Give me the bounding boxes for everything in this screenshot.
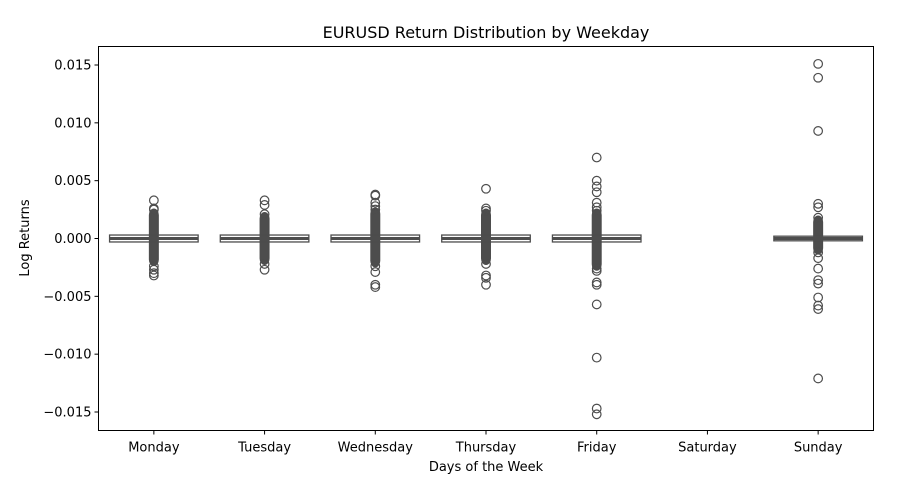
outlier-point — [481, 272, 491, 283]
y-tick-label: 0.000 — [54, 232, 91, 247]
outlier-point — [813, 304, 824, 314]
outlier-point — [813, 212, 824, 223]
outlier-point — [813, 373, 824, 384]
box-thursday — [441, 183, 531, 290]
outlier-point — [813, 300, 824, 311]
outlier-point — [370, 204, 381, 215]
outlier-point — [148, 264, 159, 275]
y-tick-label: −0.015 — [43, 405, 91, 420]
box-friday — [551, 152, 642, 420]
outlier-cluster — [481, 208, 491, 265]
outlier-point — [591, 409, 602, 420]
outlier-point — [591, 403, 602, 414]
outlier-point — [591, 175, 602, 186]
outlier-point — [813, 247, 824, 258]
outlier-point — [259, 200, 270, 210]
outlier-point — [148, 195, 159, 206]
outlier-point — [259, 259, 270, 269]
outlier-point — [591, 299, 602, 310]
outlier-point — [813, 263, 824, 274]
outlier-point — [370, 201, 381, 212]
outlier-point — [481, 279, 491, 290]
outlier-point — [591, 202, 602, 213]
outlier-point — [813, 292, 824, 303]
outlier-point — [259, 264, 270, 275]
outlier-point — [148, 270, 159, 281]
y-tick-label: 0.010 — [54, 116, 91, 131]
y-tick-label: 0.015 — [54, 59, 91, 74]
chart-title: EURUSD Return Distribution by Weekday — [323, 23, 650, 42]
x-axis: Monday Tuesday Wednesday Thursday Friday Satu… — [128, 430, 843, 456]
outlier-point — [370, 261, 381, 272]
outlier-point — [591, 181, 602, 192]
box-wednesday — [330, 189, 421, 292]
x-tick-label: Sunday — [794, 441, 843, 456]
outlier-point — [148, 261, 159, 272]
outlier-point — [813, 58, 824, 69]
x-axis-label: Days of the Week — [429, 460, 544, 475]
outlier-point — [259, 195, 270, 206]
outlier-point — [370, 190, 381, 201]
x-tick-label: Tuesday — [237, 441, 291, 456]
outlier-point — [813, 275, 824, 286]
y-tick-label: 0.005 — [54, 174, 91, 189]
outlier-point — [370, 197, 381, 208]
x-tick-label: Thursday — [455, 441, 517, 456]
outlier-point — [148, 204, 159, 215]
outlier-point — [813, 198, 824, 209]
outlier-point — [481, 205, 491, 216]
y-axis: 0.015 0.010 0.005 0.000 −0.005 −0.010 −0.015 — [43, 59, 99, 420]
outlier-point — [370, 282, 381, 292]
x-tick-label: Friday — [577, 441, 617, 456]
outlier-point — [481, 183, 491, 194]
outlier-point — [813, 72, 824, 83]
box-monday — [108, 195, 199, 281]
outlier-point — [591, 152, 602, 163]
y-tick-label: −0.010 — [43, 348, 91, 363]
x-tick-label: Saturday — [678, 441, 737, 456]
x-tick-label: Wednesday — [338, 441, 414, 456]
outlier-point — [813, 253, 824, 264]
plot-area — [108, 58, 864, 420]
outlier-point — [259, 209, 270, 220]
x-tick-label: Monday — [128, 441, 180, 456]
outlier-point — [591, 279, 602, 290]
box-sunday — [773, 58, 864, 384]
outlier-point — [813, 278, 824, 289]
outlier-point — [591, 352, 602, 363]
outlier-point — [591, 187, 602, 198]
outlier-point — [591, 265, 602, 276]
outlier-point — [370, 267, 381, 277]
y-axis-label: Log Returns — [18, 199, 33, 276]
outlier-point — [813, 126, 824, 136]
outlier-point — [813, 202, 824, 213]
box-tuesday — [219, 195, 310, 275]
y-tick-label: −0.005 — [43, 290, 91, 305]
outlier-point — [591, 205, 602, 216]
outlier-point — [481, 259, 491, 269]
